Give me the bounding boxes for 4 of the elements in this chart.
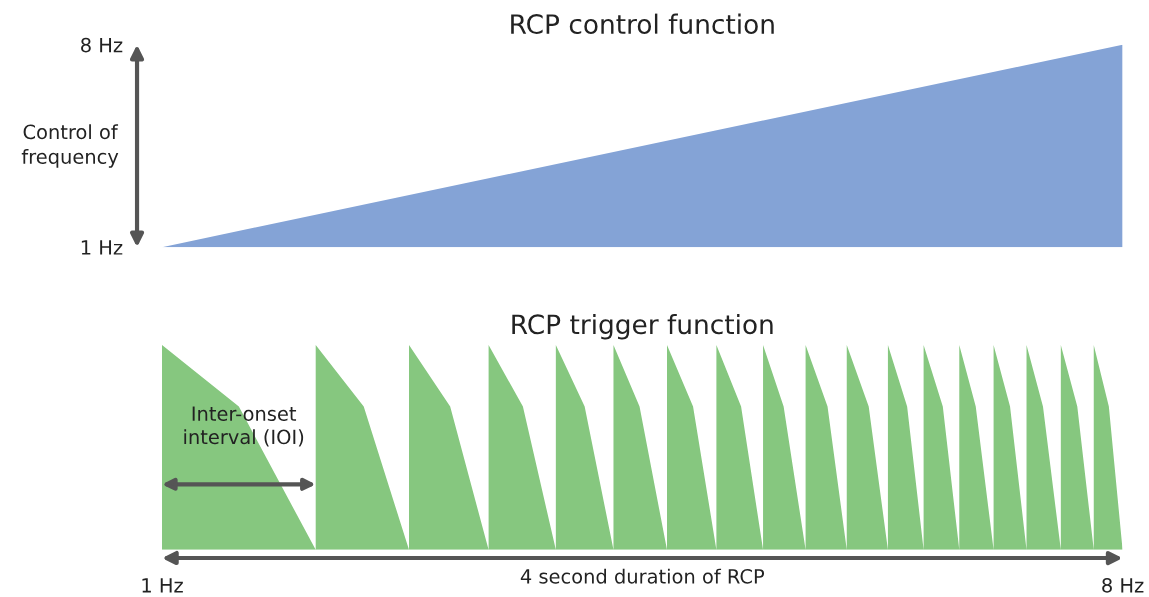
y-axis-title: Control of frequency <box>21 124 119 168</box>
chart-title: RCP control function <box>511 13 774 35</box>
chart-title: RCP trigger function <box>512 313 773 340</box>
x-axis-title: 4 second duration of RCP <box>520 568 765 584</box>
